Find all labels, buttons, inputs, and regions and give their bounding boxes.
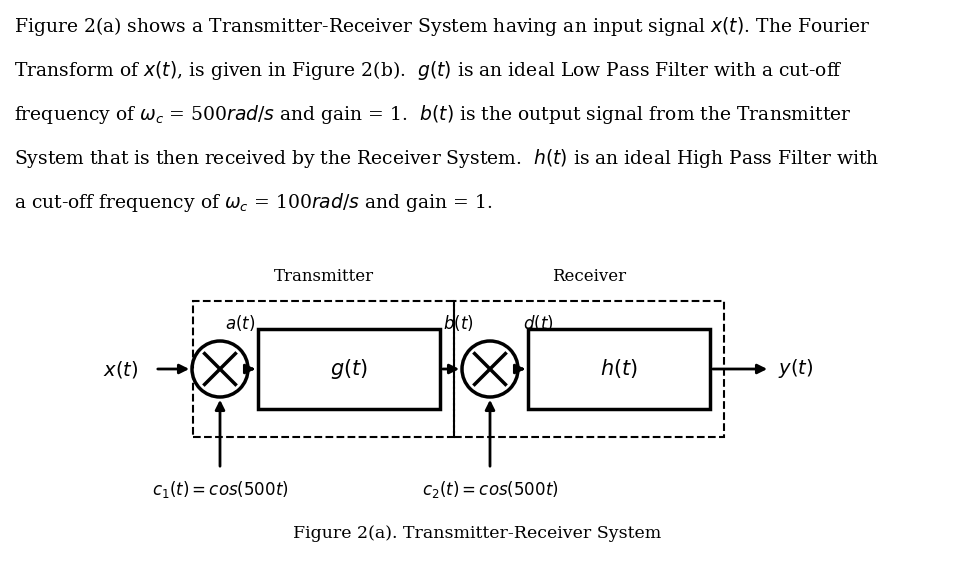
Text: $h(t)$: $h(t)$ [599, 358, 638, 381]
Text: Receiver: Receiver [552, 268, 625, 285]
Bar [193, 301, 454, 437]
Text: frequency of $\omega_c$ = 500$\mathit{rad/s}$ and gain = 1.  $b(t)$ is the outpu: frequency of $\omega_c$ = 500$\mathit{ra… [14, 103, 851, 126]
Text: Transform of $x(t)$, is given in Figure 2(b).  $g(t)$ is an ideal Low Pass Filte: Transform of $x(t)$, is given in Figure … [14, 59, 842, 82]
Bar [454, 301, 723, 437]
Text: $b(t)$: $b(t)$ [442, 313, 473, 333]
Text: Figure 2(a) shows a Transmitter-Receiver System having an input signal $x(t)$. T: Figure 2(a) shows a Transmitter-Receiver… [14, 15, 869, 38]
Text: $a(t)$: $a(t)$ [225, 313, 255, 333]
Text: $x(t)$: $x(t)$ [103, 359, 138, 380]
Text: Figure 2(a). Transmitter-Receiver System: Figure 2(a). Transmitter-Receiver System [293, 525, 660, 542]
Text: Transmitter: Transmitter [274, 268, 374, 285]
Text: a cut-off frequency of $\omega_c$ = 100$\mathit{rad/s}$ and gain = 1.: a cut-off frequency of $\omega_c$ = 100$… [14, 191, 492, 214]
Text: $g(t)$: $g(t)$ [330, 357, 368, 381]
Text: $c_1(t) = cos(500t)$: $c_1(t) = cos(500t)$ [152, 479, 288, 500]
Bar [257, 329, 439, 409]
Text: $c_2(t) = cos(500t)$: $c_2(t) = cos(500t)$ [421, 479, 558, 500]
Text: $d(t)$: $d(t)$ [522, 313, 553, 333]
Text: System that is then received by the Receiver System.  $h(t)$ is an ideal High Pa: System that is then received by the Rece… [14, 147, 879, 170]
Bar [527, 329, 709, 409]
Text: $y(t)$: $y(t)$ [778, 358, 812, 381]
